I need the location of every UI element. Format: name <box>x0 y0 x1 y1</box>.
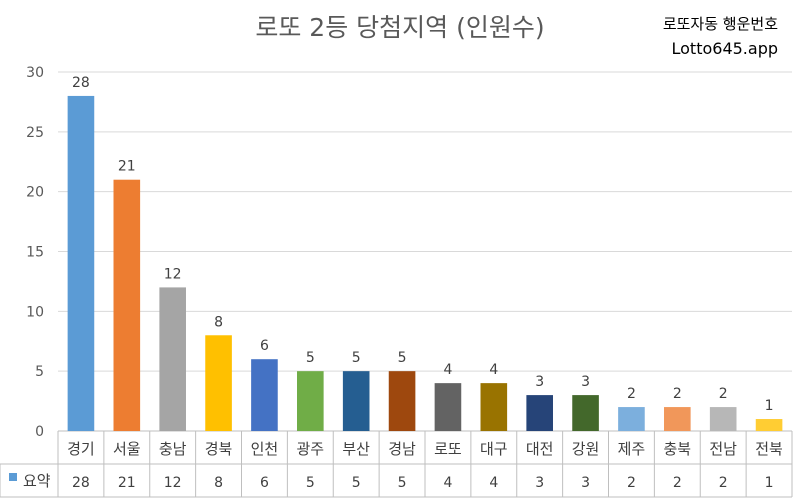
category-label: 경기 <box>67 440 95 458</box>
data-label: 6 <box>260 338 269 354</box>
data-label: 12 <box>164 266 182 282</box>
table-value: 4 <box>443 475 452 491</box>
bar <box>388 371 416 431</box>
table-value: 4 <box>489 475 498 491</box>
bar <box>709 407 737 431</box>
data-label: 5 <box>352 350 361 366</box>
table-value: 5 <box>306 475 315 491</box>
category-label: 전북 <box>755 440 783 458</box>
data-label: 5 <box>398 350 407 366</box>
data-label: 3 <box>581 374 590 390</box>
y-tick-label: 0 <box>35 424 44 440</box>
bar <box>67 95 95 431</box>
category-label: 충남 <box>159 440 187 458</box>
data-label: 3 <box>535 374 544 390</box>
data-label: 8 <box>214 314 223 330</box>
y-tick-label: 5 <box>35 364 44 380</box>
table-value: 3 <box>581 475 590 491</box>
legend-swatch <box>9 473 17 481</box>
category-label: 광주 <box>297 440 325 458</box>
bar <box>526 395 553 431</box>
table-value: 6 <box>260 475 269 491</box>
category-label: 강원 <box>572 440 600 458</box>
legend-label: 요약 <box>23 472 51 490</box>
data-label: 2 <box>627 386 636 402</box>
category-label: 충북 <box>664 440 692 458</box>
data-label: 4 <box>489 362 498 378</box>
y-tick-label: 15 <box>26 245 44 261</box>
bar <box>297 371 324 431</box>
category-label: 경남 <box>388 440 416 458</box>
bar <box>205 335 232 431</box>
category-label: 로또 <box>434 440 462 458</box>
category-label: 대구 <box>480 440 508 458</box>
y-tick-label: 30 <box>26 65 44 81</box>
y-tick-label: 25 <box>26 125 44 141</box>
bar <box>755 419 783 431</box>
table-value: 3 <box>535 475 544 491</box>
category-label: 경북 <box>205 440 233 458</box>
bar <box>342 371 370 431</box>
table-value: 5 <box>398 475 407 491</box>
table-value: 8 <box>214 475 223 491</box>
table-value: 2 <box>719 475 728 491</box>
table-value: 28 <box>72 475 90 491</box>
bar <box>572 395 599 431</box>
bar <box>618 407 645 431</box>
table-value: 21 <box>118 475 136 491</box>
table-value: 2 <box>673 475 682 491</box>
category-label: 인천 <box>251 440 279 458</box>
data-label: 21 <box>118 159 136 175</box>
data-label: 2 <box>673 386 682 402</box>
bar <box>664 407 691 431</box>
category-label: 대전 <box>526 440 554 458</box>
data-label: 5 <box>306 350 315 366</box>
brand-line-1: 로또자동 행운번호 <box>662 15 778 33</box>
category-label: 부산 <box>342 440 370 458</box>
table-value: 2 <box>627 475 636 491</box>
chart-title: 로또 2등 당첨지역 (인원수) <box>255 13 545 42</box>
y-tick-label: 20 <box>26 185 44 201</box>
category-label: 전남 <box>709 440 737 458</box>
data-label: 28 <box>72 75 90 91</box>
bar <box>434 383 462 431</box>
table-value: 12 <box>164 475 182 491</box>
bar <box>480 383 508 431</box>
brand-site: Lotto645.app <box>671 39 779 58</box>
data-label: 2 <box>719 386 728 402</box>
data-label: 1 <box>765 398 774 414</box>
bar <box>159 287 186 431</box>
category-label: 제주 <box>618 440 646 458</box>
data-label: 4 <box>443 362 452 378</box>
table-value: 1 <box>765 475 774 491</box>
bar <box>113 179 141 431</box>
category-label: 서울 <box>113 440 141 458</box>
y-tick-label: 10 <box>26 304 44 320</box>
table-value: 5 <box>352 475 361 491</box>
bar <box>251 359 278 431</box>
